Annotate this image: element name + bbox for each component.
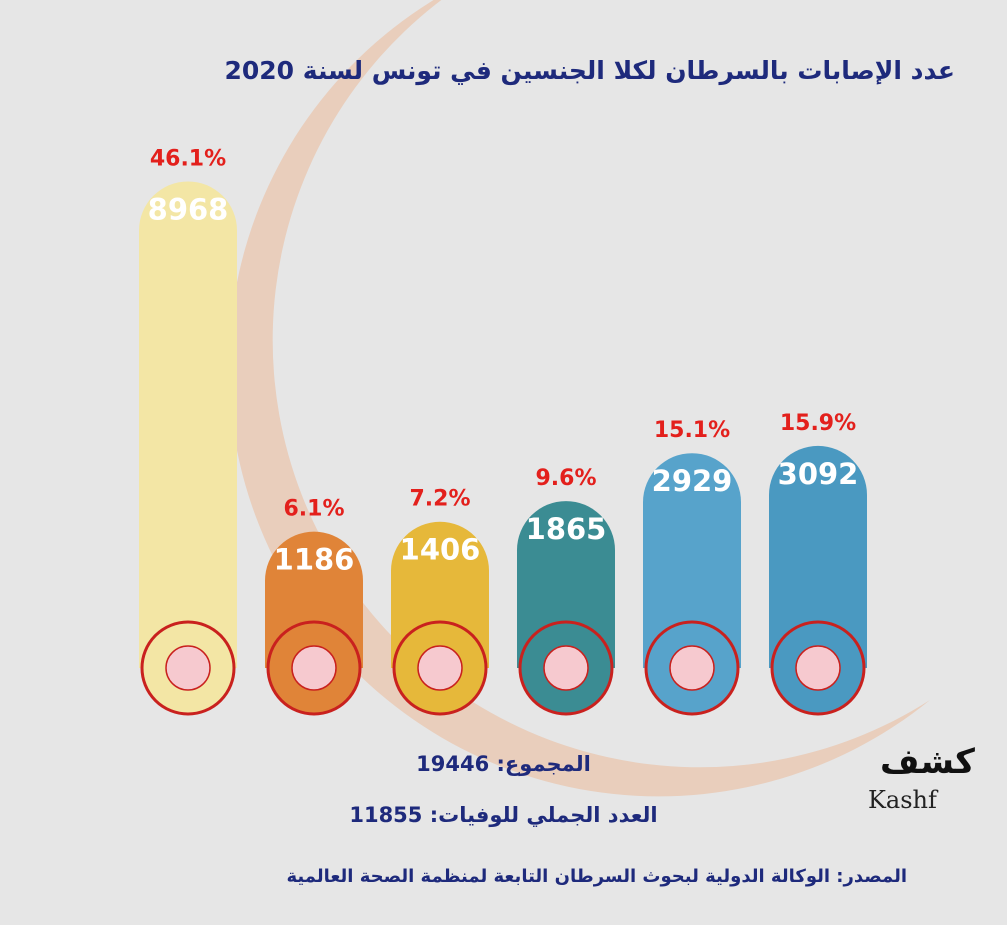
bar (643, 453, 741, 585)
bar (265, 531, 363, 585)
share-label: 15.1% (654, 418, 730, 443)
icon (669, 645, 715, 691)
logo-arabic: كشف (880, 742, 975, 782)
value-label: 1865 (526, 512, 607, 546)
bar (769, 445, 867, 585)
icon (543, 645, 589, 691)
value-label: 2929 (652, 464, 733, 498)
logo-latin: Kashf (868, 786, 937, 814)
share-label: 6.1% (283, 497, 344, 522)
value-label: 1186 (274, 543, 355, 577)
value-label: 8968 (148, 192, 229, 226)
share-label: 46.1% (150, 146, 226, 171)
share-label: 15.9% (780, 411, 856, 436)
bar (391, 521, 489, 585)
share-label: 9.6% (535, 466, 596, 491)
value-label: 1406 (400, 533, 481, 567)
icon (795, 645, 841, 691)
source: المصدر: الوكالة الدولية لبحوث السرطان ال… (286, 866, 908, 887)
icon (165, 645, 211, 691)
total: المجموع: 19446 (416, 752, 591, 776)
chart-title: عدد الإصابات بالسرطان لكلا الجنسين في تو… (224, 56, 956, 85)
bars: 8968 46.1% 1186 6.1% 1406 7.2% 1865 9.6% 2929 15.… (139, 146, 867, 716)
value-label: 3092 (778, 457, 859, 491)
bar (139, 181, 237, 585)
share-label: 7.2% (409, 487, 470, 512)
icon (291, 645, 337, 691)
bar (517, 501, 615, 585)
deaths: العدد الجملي للوفيات: 11855 (349, 803, 658, 827)
icon (417, 645, 463, 691)
